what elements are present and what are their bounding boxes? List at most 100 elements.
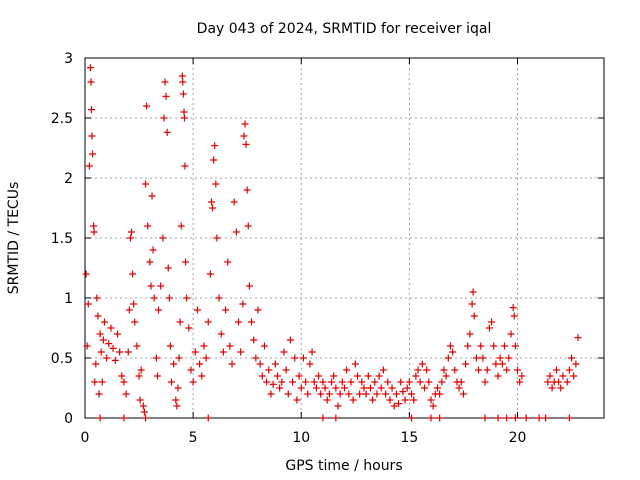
data-point	[202, 354, 210, 362]
data-point	[371, 378, 379, 386]
y-tick-label: 1	[64, 291, 73, 307]
data-point	[552, 366, 560, 374]
data-point	[276, 384, 284, 392]
data-point	[140, 408, 148, 416]
data-point	[505, 354, 513, 362]
data-point	[198, 372, 206, 380]
data-point	[466, 330, 474, 338]
data-point	[351, 360, 359, 368]
data-point	[496, 354, 504, 362]
data-point	[423, 366, 431, 374]
data-point	[369, 396, 377, 404]
data-point	[455, 384, 463, 392]
data-point	[494, 372, 502, 380]
data-point	[379, 366, 387, 374]
data-point	[507, 330, 515, 338]
data-point	[317, 390, 325, 398]
data-point	[90, 228, 98, 236]
data-point	[219, 348, 227, 356]
data-point	[412, 372, 420, 380]
data-point	[433, 384, 441, 392]
data-point	[498, 360, 506, 368]
data-point	[338, 378, 346, 386]
data-point	[111, 356, 119, 364]
data-point	[228, 360, 236, 368]
axes	[84, 57, 605, 419]
data-point	[509, 304, 517, 312]
data-point	[162, 92, 170, 100]
data-point	[315, 372, 323, 380]
data-point	[86, 64, 94, 72]
data-point	[341, 384, 348, 392]
y-tick-label: 2.5	[51, 111, 73, 127]
data-point	[215, 294, 223, 302]
data-point	[345, 390, 353, 398]
data-point	[293, 396, 301, 404]
data-point	[139, 402, 147, 410]
data-point	[187, 366, 195, 374]
data-point	[196, 360, 204, 368]
data-point	[421, 384, 429, 392]
x-tick-label: 15	[400, 430, 418, 446]
data-point	[440, 366, 448, 374]
data-point	[179, 78, 187, 86]
data-point	[271, 360, 279, 368]
data-point	[399, 388, 407, 396]
data-point	[403, 384, 411, 392]
data-point	[120, 414, 128, 422]
data-point	[429, 402, 437, 410]
data-point	[444, 354, 452, 362]
data-point	[516, 378, 524, 386]
data-point	[244, 222, 252, 230]
data-point	[310, 378, 318, 386]
data-point	[563, 378, 571, 386]
data-point	[364, 372, 372, 380]
data-point	[565, 414, 573, 422]
data-point	[377, 384, 385, 392]
data-point	[312, 384, 320, 392]
data-point	[137, 366, 145, 374]
data-point	[408, 414, 416, 422]
data-point	[133, 342, 141, 350]
data-point	[240, 132, 248, 140]
data-point	[239, 300, 247, 308]
data-point	[388, 384, 396, 392]
data-point	[222, 306, 230, 314]
data-point	[142, 180, 150, 188]
data-point	[469, 288, 477, 296]
x-tick-labels: 0 5 10 15 20	[81, 430, 527, 446]
data-point	[386, 396, 394, 404]
data-point	[204, 318, 212, 326]
data-point	[336, 390, 344, 398]
data-point	[252, 354, 260, 362]
data-point	[127, 228, 135, 236]
data-point	[260, 342, 268, 350]
data-point	[319, 414, 327, 422]
data-point	[107, 324, 115, 332]
data-point	[258, 372, 266, 380]
data-point	[425, 378, 433, 386]
data-point	[418, 360, 426, 368]
data-point	[118, 372, 126, 380]
data-point	[210, 156, 218, 164]
data-point	[189, 378, 197, 386]
data-point	[395, 400, 403, 408]
data-point	[136, 396, 144, 404]
data-point	[178, 72, 186, 80]
y-tick-label: 0.5	[51, 351, 73, 367]
data-point	[459, 390, 467, 398]
data-point	[483, 366, 491, 374]
data-point	[436, 390, 444, 398]
data-point	[116, 348, 124, 356]
y-axis-label: SRMTID / TECUs	[6, 182, 22, 295]
data-point	[91, 378, 99, 386]
plot-frame	[84, 57, 605, 419]
data-point	[485, 324, 493, 332]
y-tick-labels: 0 0.5 1 1.5 2 2.5 3	[51, 51, 73, 427]
data-point	[462, 360, 470, 368]
data-point	[163, 128, 171, 136]
data-point	[546, 372, 554, 380]
data-point	[356, 390, 364, 398]
data-point	[200, 342, 208, 350]
data-point	[574, 334, 582, 342]
